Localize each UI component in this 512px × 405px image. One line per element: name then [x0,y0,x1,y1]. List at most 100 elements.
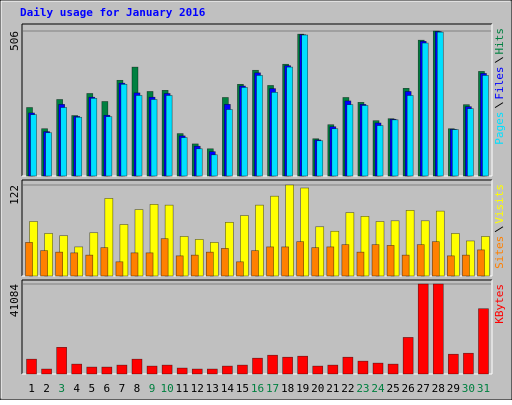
bar [195,148,203,177]
x-tick-label: 10 [160,382,173,395]
x-tick-label: 2 [43,382,50,395]
bar [467,108,474,177]
x-tick-label: 31 [477,382,490,395]
x-tick-label: 15 [236,382,249,395]
bar [71,363,83,375]
x-tick-label: 4 [73,382,80,395]
bar [190,254,199,277]
legend-label: Sites [493,236,506,269]
bar [146,365,158,375]
bar [206,251,214,277]
bar [327,364,339,375]
bar [452,129,459,177]
y-tick-label: 122 [8,185,21,205]
bar [270,195,279,277]
bar [341,244,350,277]
legend-separator [494,57,504,63]
x-tick-label: 27 [417,382,430,395]
x-tick-label: 18 [281,382,294,395]
bar [316,140,324,177]
x-tick-label: 29 [447,382,460,395]
bar [436,31,444,177]
bar [300,187,309,277]
bar [356,251,365,277]
x-tick-label: 1 [28,382,35,395]
bar [326,246,335,277]
bar [149,204,159,277]
bar [115,261,124,277]
bar [311,247,320,277]
bar [281,246,289,277]
bar [104,198,114,277]
bar [60,107,67,177]
x-tick-label: 24 [371,382,385,395]
bar [451,233,460,277]
legend-separator [494,226,504,233]
x-tick-label: 30 [462,382,475,395]
bar [417,283,429,375]
bar [371,244,380,277]
bar [406,95,414,177]
legend-label: Visits [493,184,506,224]
chart-title: Daily usage for January 2016 [20,6,206,19]
x-tick-label: 12 [191,382,204,395]
x-tick-label: 28 [432,382,445,395]
bar [431,241,440,277]
bar [402,337,414,375]
bar [191,368,203,375]
bar [432,283,444,375]
bar [226,109,233,177]
bar [360,216,370,277]
bar [89,232,99,277]
bar [180,137,188,177]
bar [101,366,113,375]
bar [134,209,144,277]
x-tick-label: 5 [88,382,95,395]
x-tick-label: 25 [386,382,399,395]
bar [41,368,52,375]
x-tick-label: 3 [58,382,65,395]
bar [75,116,83,177]
bar [372,362,384,375]
x-tick-label: 8 [134,382,141,395]
bar [361,105,369,177]
bar [131,358,143,375]
bar [296,241,304,277]
bar [176,367,188,375]
bar [256,75,263,177]
bar [251,250,259,277]
bar [175,255,184,277]
bar [267,354,278,375]
x-tick-label: 26 [402,382,415,395]
x-tick-label: 7 [119,382,126,395]
bar [312,365,324,375]
bar [161,364,173,375]
bar [160,238,169,277]
bar [391,119,399,177]
bar [346,104,354,177]
bar [221,248,229,277]
x-tick-label: 11 [176,382,189,395]
bar [70,252,79,277]
bar [116,364,128,375]
legend-label: Files [493,67,506,100]
bar [85,254,94,277]
bar [252,357,263,375]
x-tick-label: 22 [341,382,354,395]
bar [463,352,474,375]
bar [447,255,455,277]
bar [285,184,294,277]
legend-label: Pages [493,112,506,145]
x-tick-label: 19 [296,382,309,395]
bar [448,353,459,375]
bar [240,215,249,277]
bar [477,249,485,277]
x-tick-label: 16 [251,382,264,395]
bar [357,360,369,375]
x-tick-label: 9 [149,382,156,395]
bar [237,364,248,375]
bar [282,356,293,375]
bar [45,132,52,177]
bar [241,87,248,177]
